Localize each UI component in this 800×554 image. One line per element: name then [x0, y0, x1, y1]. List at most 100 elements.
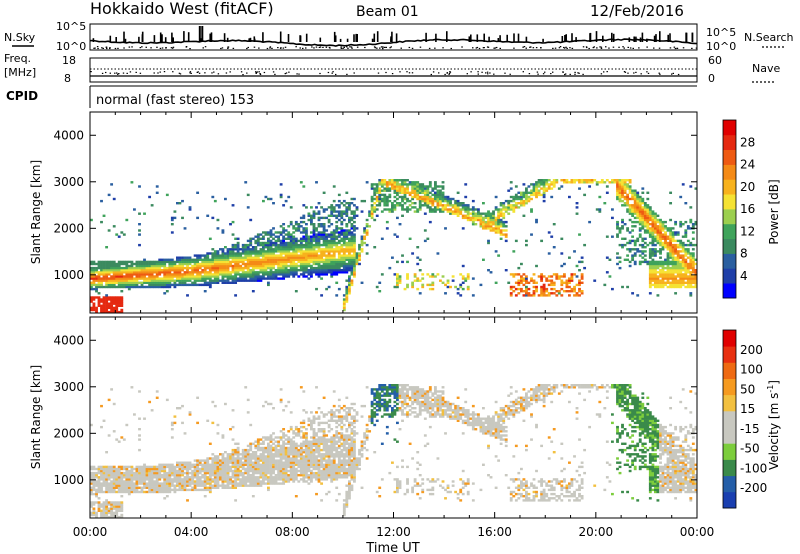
power-cell [464, 214, 468, 217]
power-cell [353, 260, 356, 264]
power-cell [370, 195, 374, 199]
power-cell [633, 216, 637, 220]
nsearch-dot [487, 46, 490, 48]
power-cell [340, 254, 344, 257]
power-cell [353, 266, 356, 270]
velocity-cell [196, 482, 200, 485]
power-cell [183, 258, 187, 261]
power-cell [302, 250, 306, 253]
power-cell [196, 283, 200, 287]
power-cell [686, 281, 690, 284]
nsearch-dot [315, 46, 318, 48]
power-cell [401, 183, 404, 186]
power-cell [550, 292, 554, 295]
power-cell [661, 279, 665, 282]
power-cell [110, 271, 114, 274]
power-cell [117, 304, 121, 307]
velocity-cell [165, 484, 169, 487]
power-cell [350, 243, 354, 247]
nave-dot [157, 72, 159, 74]
power-cell [403, 287, 407, 291]
power-cell [651, 275, 655, 278]
power-cell [178, 277, 182, 280]
power-cell [563, 181, 566, 184]
power-cell [694, 279, 698, 282]
velocity-cell [138, 469, 141, 473]
power-cell [264, 252, 268, 255]
power-cell [671, 256, 675, 259]
power-cell [499, 210, 503, 213]
velocity-cell [122, 482, 126, 485]
plot-title: Hokkaido West (fitACF) [90, 0, 274, 18]
power-cell [206, 275, 210, 278]
power-cell [654, 277, 657, 280]
nsky-spike [390, 36, 392, 42]
power-cell [317, 243, 321, 247]
power-cell [679, 279, 683, 282]
nave-dot [448, 73, 450, 75]
power-cell [628, 264, 632, 268]
power-cell [416, 246, 420, 249]
velocity-cell [122, 471, 126, 475]
velocity-cell [120, 509, 124, 512]
power-cell [325, 269, 329, 272]
power-cell [340, 243, 344, 247]
power-cell [494, 231, 498, 234]
power-cell [256, 233, 260, 236]
power-cell [666, 266, 670, 270]
power-cell [105, 264, 109, 268]
power-cell [158, 260, 162, 264]
power-cell [254, 271, 258, 274]
power-cell [684, 248, 688, 251]
power-cell [120, 273, 124, 276]
power-cell [191, 273, 195, 276]
power-cell [105, 300, 109, 303]
power-cell [332, 229, 336, 232]
velocity-cell [203, 459, 207, 462]
nave-dot [263, 71, 266, 74]
power-cell [413, 273, 417, 276]
power-cell [595, 208, 599, 211]
nsearch-dot [247, 46, 249, 49]
power-colorbar-tick: 16 [740, 202, 755, 216]
velocity-cell [165, 480, 169, 483]
power-cell [426, 187, 430, 190]
nsearch-dot [582, 46, 585, 48]
power-cell [578, 269, 581, 272]
power-cell [497, 208, 501, 211]
power-cell [350, 279, 354, 282]
power-cell [305, 206, 308, 209]
power-cell [550, 181, 554, 184]
velocity-cell [140, 490, 144, 494]
velocity-cell [173, 421, 177, 425]
power-cell [284, 262, 288, 266]
velocity-cell [95, 511, 98, 515]
power-cell [320, 250, 324, 253]
power-cell [659, 227, 662, 230]
power-cell [327, 260, 331, 264]
power-cell [330, 254, 334, 257]
power-cell [150, 264, 154, 268]
power-cell [398, 183, 402, 186]
power-cell [178, 281, 182, 284]
power-cell [654, 283, 657, 287]
power-cell [489, 218, 493, 222]
power-cell [337, 193, 341, 197]
power-cell [102, 296, 106, 299]
power-cell [456, 212, 460, 215]
power-cell [186, 294, 189, 297]
power-cell [520, 191, 523, 194]
power-cell [446, 204, 450, 207]
power-cell [345, 235, 349, 238]
velocity-cell [193, 480, 197, 483]
nsearch-dot [608, 47, 610, 49]
power-cell [188, 206, 192, 209]
power-cell [127, 283, 131, 287]
power-cell [418, 197, 422, 201]
power-cell [570, 179, 574, 182]
power-cell [274, 277, 278, 280]
power-cell [317, 241, 321, 245]
power-cell [353, 275, 356, 278]
velocity-cell [110, 471, 114, 475]
nave-dot [225, 72, 228, 74]
